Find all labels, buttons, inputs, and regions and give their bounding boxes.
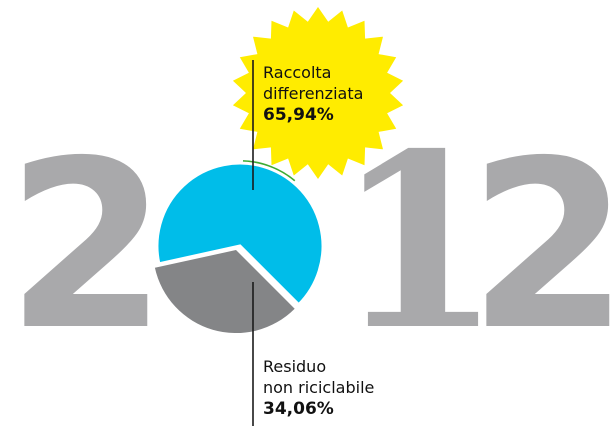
slice-label-line: differenziata <box>263 84 364 103</box>
slice-percentage: 65,94% <box>263 105 334 125</box>
year-digit-2-left: 2 <box>6 111 167 381</box>
slice-label-line: Raccolta <box>263 63 332 82</box>
year-digit-2-right: 2 <box>468 111 615 381</box>
slice-label-line: Residuo <box>263 357 327 376</box>
slice-label-line: non riciclabile <box>263 378 375 397</box>
slice-percentage: 34,06% <box>263 399 334 419</box>
year-digit-1: 1 <box>335 101 502 383</box>
starburst-shape <box>232 7 404 179</box>
pie-slice-residual <box>154 250 295 334</box>
pie-slice-recycled <box>155 161 325 307</box>
callout-recycled: Raccolta differenziata 65,94% <box>263 62 363 126</box>
callout-residual: Residuo non riciclabile 34,06% <box>263 356 374 420</box>
